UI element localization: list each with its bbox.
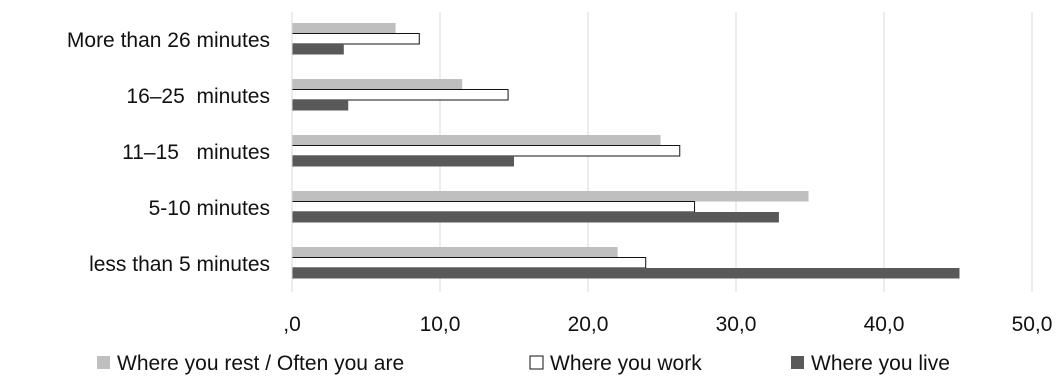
x-tick-label: 50,0: [1012, 313, 1053, 336]
x-tick-label: 30,0: [716, 313, 757, 336]
x-tick-label: 10,0: [420, 313, 461, 336]
category-label: 16–25 minutes: [126, 85, 270, 108]
legend-label: Where you work: [550, 352, 702, 375]
legend-swatch: [791, 356, 804, 369]
legend-swatch: [97, 356, 110, 369]
bar: [292, 44, 344, 55]
x-tick-label: 40,0: [864, 313, 905, 336]
bar: [292, 156, 514, 167]
gridlines: [439, 12, 1033, 292]
bar: [292, 247, 618, 258]
x-tick-label: ,0: [283, 313, 301, 336]
legend: Where you rest / Often you are Where you …: [97, 352, 950, 375]
bar: [292, 268, 960, 279]
bar: [291, 89, 509, 101]
bar: [292, 135, 661, 146]
bar: [291, 33, 420, 45]
category-labels: More than 26 minutes 16–25 minutes 11–15 m…: [67, 29, 270, 276]
bar: [291, 201, 696, 213]
bar: [291, 145, 681, 157]
legend-label: Where you rest / Often you are: [117, 352, 404, 375]
bars: [291, 23, 960, 279]
bar: [292, 191, 809, 202]
legend-swatch: [529, 355, 544, 370]
category-label: 11–15 minutes: [122, 141, 270, 164]
category-label: less than 5 minutes: [89, 253, 270, 276]
category-label: 5-10 minutes: [149, 197, 270, 220]
legend-label: Where you live: [811, 352, 950, 375]
bar: [292, 23, 396, 34]
bar: [292, 79, 463, 90]
bar: [292, 100, 349, 111]
category-label: More than 26 minutes: [67, 29, 270, 52]
bar: [292, 212, 779, 223]
x-tick-labels: ,0 10,0 20,0 30,0 40,0 50,0: [283, 313, 1052, 336]
x-tick-label: 20,0: [568, 313, 609, 336]
bar: [291, 257, 647, 269]
